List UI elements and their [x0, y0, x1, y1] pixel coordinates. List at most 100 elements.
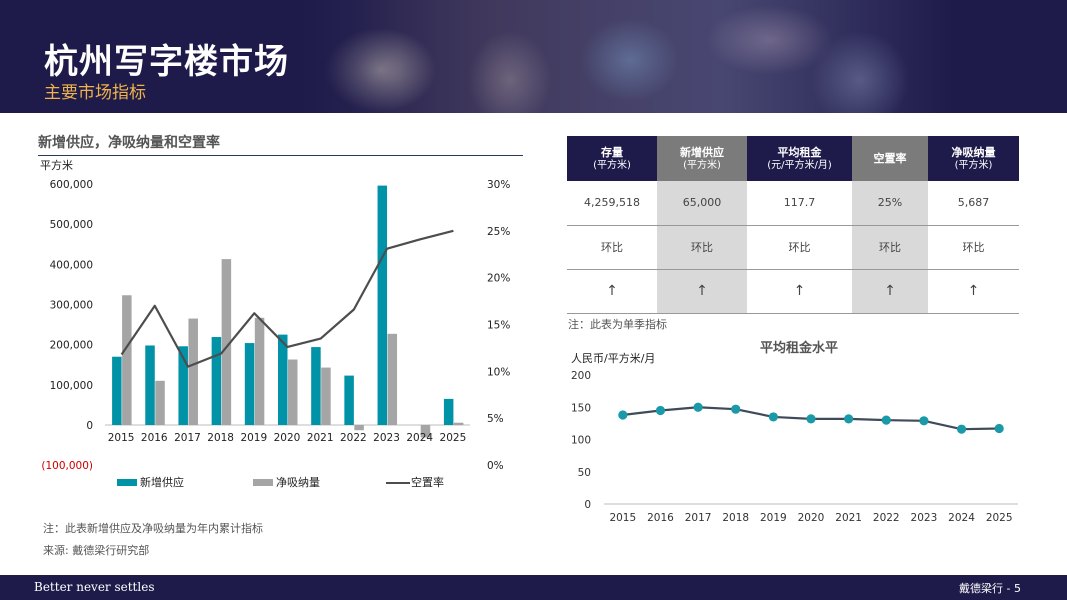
x-tick-label: 2020 [274, 432, 301, 444]
legend-label-new-supply: 新增供应 [140, 475, 184, 489]
rent-point [806, 414, 816, 424]
x-tick-label: 2021 [835, 512, 862, 524]
bar-net-absorption [387, 333, 398, 425]
table-cell: 环比 [852, 225, 928, 270]
y2-tick-label: 20% [487, 273, 510, 285]
x-tick-label: 2022 [340, 432, 367, 444]
x-tick-label: 2022 [873, 512, 900, 524]
y-tick-label: 100,000 [50, 380, 93, 392]
supply-chart-note: 注：此表新增供应及净吸纳量为年内累计指标 [43, 522, 263, 535]
y-tick-label: 600,000 [50, 179, 93, 191]
y-tick-label: 0 [86, 420, 93, 432]
page-subtitle: 主要市场指标 [44, 83, 146, 103]
bar-net-absorption [453, 422, 464, 425]
x-tick-label: 2015 [609, 512, 636, 524]
bar-net-absorption [254, 317, 265, 425]
rent-point [919, 416, 929, 426]
x-tick-label: 2024 [948, 512, 975, 524]
x-tick-label: 2015 [108, 432, 135, 444]
table-header-new-supply: 新增供应 (平方米) [657, 136, 747, 181]
y-tick-label: 500,000 [50, 219, 93, 231]
table-header-row: 存量 (平方米) 新增供应 (平方米) 平均租金 (元/平方米/月) 空置率 净吸纳量… [567, 136, 1019, 181]
source-note: 来源: 戴德梁行研究部 [43, 544, 150, 557]
bar-net-absorption [420, 425, 431, 438]
table-cell: 4,259,518 [567, 181, 657, 226]
x-tick-label: 2016 [141, 432, 168, 444]
y2-tick-label: 0% [487, 460, 504, 472]
bar-new-supply [278, 334, 288, 425]
y-tick-label: 400,000 [50, 259, 93, 271]
footer-tagline: Better never settles [34, 580, 155, 594]
y2-tick-label: 5% [487, 413, 504, 425]
y-tick-label: 0 [584, 499, 591, 511]
x-tick-label: 2021 [307, 432, 334, 444]
rent-point [655, 405, 666, 416]
up-arrow-icon: ↑ [567, 269, 657, 314]
table-header-net-absorption: 净吸纳量 (平方米) [928, 136, 1019, 181]
y-tick-label: (100,000) [41, 460, 93, 472]
table-cell: 5,687 [928, 181, 1019, 226]
bar-new-supply [244, 343, 255, 425]
bar-new-supply [112, 356, 122, 425]
y2-tick-label: 15% [487, 320, 510, 332]
x-tick-label: 2024 [406, 432, 433, 444]
y2-tick-label: 25% [487, 226, 510, 238]
table-cell: 环比 [747, 225, 852, 270]
y-tick-label: 200,000 [50, 340, 93, 352]
y-tick-label: 100 [571, 435, 591, 447]
table-cell: 环比 [928, 225, 1019, 270]
x-tick-label: 2023 [373, 432, 400, 444]
legend-label-vacancy: 空置率 [411, 475, 444, 489]
bar-net-absorption [288, 359, 298, 425]
x-tick-label: 2025 [440, 432, 467, 444]
x-tick-label: 2018 [207, 432, 234, 444]
heading-divider [38, 155, 523, 156]
up-arrow-icon: ↑ [657, 269, 747, 314]
x-tick-label: 2020 [798, 512, 825, 524]
rent-point [881, 415, 891, 425]
table-cell: 65,000 [657, 181, 747, 226]
up-arrow-icon: ↑ [747, 269, 852, 314]
bar-new-supply [178, 346, 188, 425]
table-cell: 环比 [567, 225, 657, 270]
bar-new-supply [311, 347, 321, 425]
rent-point [731, 404, 741, 414]
bar-new-supply [145, 345, 155, 425]
x-tick-label: 2025 [986, 512, 1013, 524]
rent-point [956, 424, 967, 434]
header-fade [240, 0, 400, 113]
rent-point [618, 410, 628, 420]
bar-net-absorption [321, 367, 331, 425]
line-vacancy-rate [120, 229, 454, 368]
rent-chart-unit: 人民币/平方米/月 [571, 351, 655, 365]
x-tick-label: 2023 [911, 512, 938, 524]
legend-label-net-absorption: 净吸纳量 [276, 475, 320, 489]
footer-bar: Better never settles 戴德梁行 - 5 [0, 575, 1067, 600]
x-tick-label: 2017 [685, 512, 712, 524]
y-tick-label: 150 [571, 402, 591, 414]
up-arrow-icon: ↑ [852, 269, 928, 314]
market-indicators-table: 存量 (平方米) 新增供应 (平方米) 平均租金 (元/平方米/月) 空置率 净吸纳量… [567, 136, 1019, 314]
header-photo-image [300, 0, 1067, 113]
bar-new-supply [377, 185, 388, 425]
table-header-stock: 存量 (平方米) [567, 136, 657, 181]
rent-point [768, 412, 778, 422]
table-row: ↑ ↑ ↑ ↑ ↑ [567, 269, 1019, 314]
supply-absorption-vacancy-chart: (100,000) 0 100,000 200,000 300,000 400,000 50… [41, 179, 510, 489]
bar-net-absorption [155, 380, 165, 425]
rent-point [994, 423, 1004, 434]
rent-point [844, 414, 854, 424]
table-row: 4,259,518 65,000 117.7 25% 5,687 [567, 181, 1019, 226]
y2-tick-label: 10% [487, 366, 510, 378]
x-tick-label: 2016 [647, 512, 674, 524]
bar-net-absorption [122, 295, 132, 425]
table-row: 环比 环比 环比 环比 环比 [567, 225, 1019, 270]
bar-new-supply [443, 398, 454, 425]
supply-chart-unit: 平方米 [40, 159, 73, 172]
bar-net-absorption [221, 259, 232, 425]
up-arrow-icon: ↑ [928, 269, 1019, 314]
rent-point [693, 402, 703, 412]
x-tick-label: 2018 [722, 512, 749, 524]
legend-swatch-net-absorption [253, 479, 273, 486]
